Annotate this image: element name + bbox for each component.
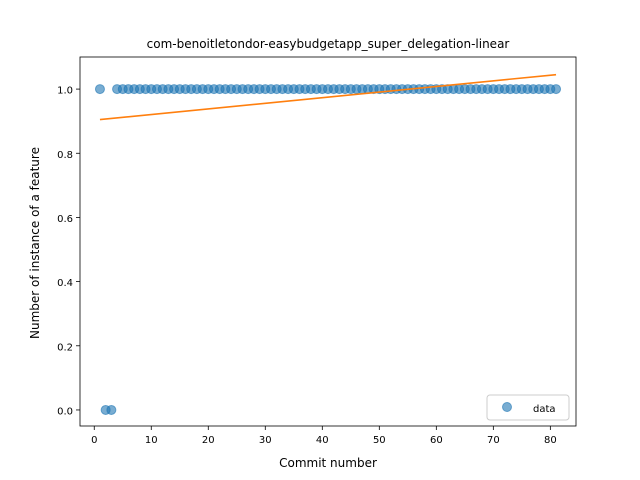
x-tick-label: 20 xyxy=(202,435,215,446)
data-point xyxy=(94,84,105,95)
y-tick-label: 0.6 xyxy=(57,214,73,225)
x-tick-label: 60 xyxy=(430,435,443,446)
x-axis-ticks: 0 10 20 30 40 50 60 70 80 xyxy=(91,426,557,446)
plot-frame xyxy=(79,56,577,427)
x-tick-label: 40 xyxy=(316,435,329,446)
plot-area xyxy=(80,57,576,426)
x-tick-label: 0 xyxy=(91,435,97,446)
x-tick-label: 50 xyxy=(373,435,386,446)
y-axis-ticks: 0.0 0.2 0.4 0.6 0.8 1.0 xyxy=(57,86,80,417)
trend-line xyxy=(99,73,557,121)
legend: data xyxy=(486,394,570,421)
x-axis-label: Commit number xyxy=(279,456,377,470)
legend-label-data: data xyxy=(533,404,556,415)
y-tick-label: 0.4 xyxy=(57,278,73,289)
legend-marker-data xyxy=(502,402,512,412)
chart-marks xyxy=(94,73,562,415)
x-tick-label: 70 xyxy=(487,435,500,446)
legend-frame xyxy=(486,394,570,421)
y-axis-label: Number of instance of a feature xyxy=(28,147,42,339)
data-point xyxy=(106,404,117,415)
plot-background xyxy=(80,57,576,426)
x-tick-label: 80 xyxy=(544,435,557,446)
chart-title: com-benoitletondor-easybudgetapp_super_d… xyxy=(147,37,510,51)
data-point xyxy=(551,84,562,95)
y-tick-label: 0.8 xyxy=(57,150,73,161)
x-tick-label: 30 xyxy=(259,435,272,446)
y-tick-label: 1.0 xyxy=(57,86,73,97)
x-tick-label: 10 xyxy=(145,435,158,446)
y-tick-label: 0.2 xyxy=(57,342,73,353)
y-tick-label: 0.0 xyxy=(57,406,73,417)
